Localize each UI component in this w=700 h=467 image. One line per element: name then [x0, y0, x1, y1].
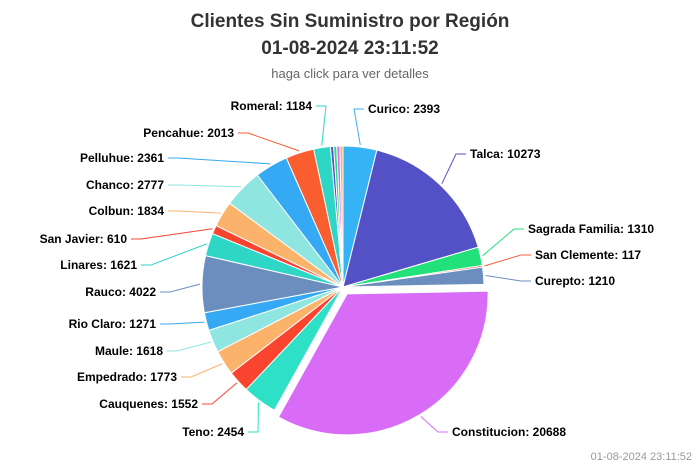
pie-slices — [201, 145, 489, 436]
data-label-romeral: Romeral: 1184 — [231, 99, 313, 113]
data-label-constitucion: Constitucion: 20688 — [452, 425, 566, 439]
connector-teno — [248, 402, 259, 433]
data-labels: Curico: 2393 Talca: 10273 Sagrada Familia:… — [40, 99, 655, 439]
data-label-rauco: Rauco: 4022 — [85, 285, 156, 299]
connector-sagrada-familia — [482, 228, 524, 257]
data-label-sagrada-familia: Sagrada Familia: 1310 — [528, 222, 654, 236]
connector-pencahue — [238, 132, 300, 152]
data-label-curepto: Curepto: 1210 — [535, 274, 615, 288]
chart-title-date: 01-08-2024 23:11:52 — [261, 38, 438, 59]
data-label-talca: Talca: 10273 — [470, 147, 541, 161]
credits-timestamp: 01-08-2024 23:11:52 — [591, 451, 692, 463]
data-label-empedrado: Empedrado: 1773 — [77, 370, 177, 384]
data-label-san-clemente: San Clemente: 117 — [535, 248, 641, 262]
connector-romeral — [316, 105, 327, 146]
chart-subtitle: haga click para ver detalles — [271, 66, 429, 81]
data-label-rio-claro: Rio Claro: 1271 — [69, 317, 157, 331]
connector-rio-claro — [160, 321, 205, 325]
connector-curepto — [485, 275, 531, 282]
connector-rauco — [160, 283, 201, 293]
connector-curico — [353, 108, 364, 146]
connector-constitucion — [420, 416, 448, 433]
data-label-linares: Linares: 1621 — [60, 258, 137, 272]
pie-slice-minor[interactable] — [339, 145, 344, 288]
connector-cauquenes — [202, 382, 238, 405]
pie-slice-constitucion[interactable] — [277, 290, 489, 436]
connector-talca — [441, 153, 466, 184]
chart-title: Clientes Sin Suministro por Región — [191, 11, 510, 32]
connector-linares — [141, 243, 207, 266]
connector-san-clemente — [484, 254, 531, 267]
data-label-maule: Maule: 1618 — [95, 344, 163, 358]
data-label-teno: Teno: 2454 — [182, 425, 244, 439]
data-label-pelluhue: Pelluhue: 2361 — [80, 151, 164, 165]
data-label-san-javier: San Javier: 610 — [40, 232, 128, 246]
connector-chanco — [168, 184, 242, 188]
connector-colbun — [168, 210, 221, 214]
data-label-cauquenes: Cauquenes: 1552 — [99, 397, 198, 411]
label-connectors — [131, 105, 531, 433]
connector-san-javier — [131, 228, 213, 240]
data-label-pencahue: Pencahue: 2013 — [143, 126, 234, 140]
data-label-chanco: Chanco: 2777 — [86, 178, 164, 192]
pie-slice-curepto[interactable] — [342, 266, 485, 288]
pie-slice-talca[interactable] — [342, 149, 479, 288]
connector-pelluhue — [168, 157, 271, 165]
connector-maule — [167, 341, 212, 352]
data-label-curico: Curico: 2393 — [368, 102, 440, 116]
data-label-colbun: Colbun: 1834 — [89, 204, 165, 218]
connector-empedrado — [181, 363, 223, 378]
